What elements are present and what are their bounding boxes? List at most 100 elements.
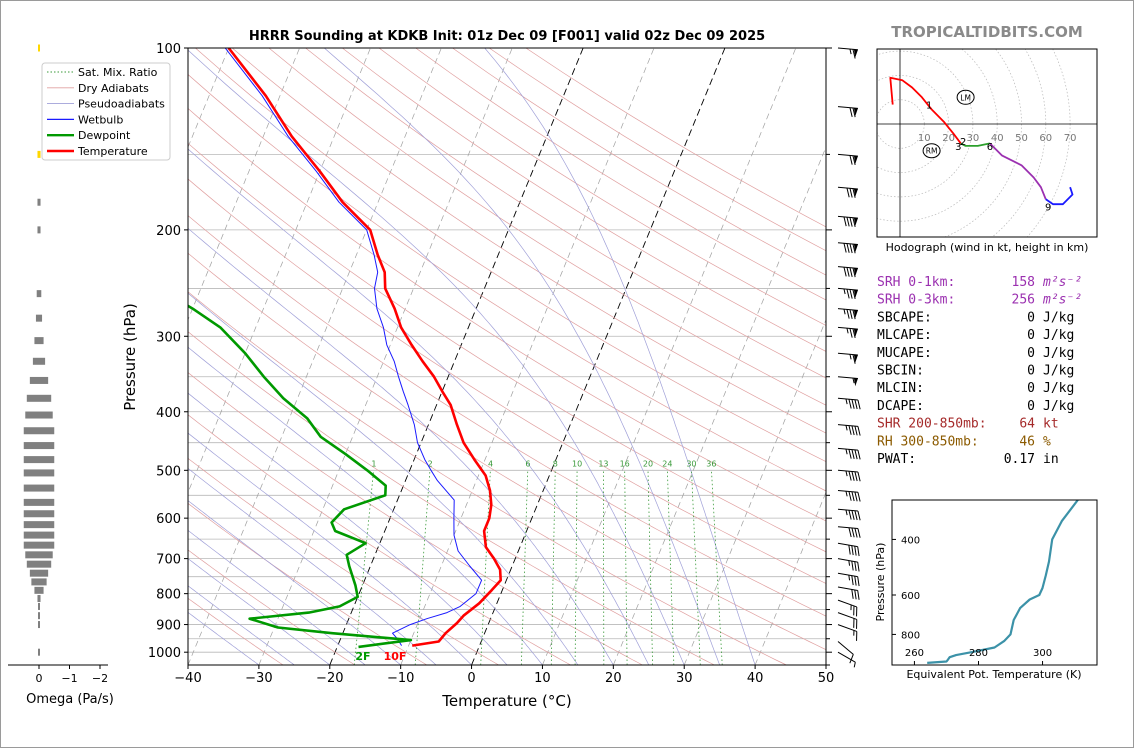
- isotherm-line: [683, 318, 826, 665]
- surface-labels: 2F 10F: [355, 650, 406, 663]
- x-tick-label: −30: [245, 671, 272, 686]
- x-tick-label: 30: [676, 671, 693, 686]
- barb-full: [849, 217, 853, 227]
- omega-tick-label: −1: [61, 672, 77, 685]
- mixing-ratio-label: 20: [643, 460, 653, 469]
- y-tick-label: 900: [156, 619, 181, 634]
- barb-half: [853, 662, 856, 668]
- barb-staff: [837, 624, 857, 632]
- barb-staff: [837, 242, 858, 245]
- hodograph-motion-label: LM: [960, 93, 971, 102]
- barb-half: [849, 354, 852, 360]
- omega-bar: [38, 612, 40, 620]
- barb-staff: [837, 47, 858, 51]
- wind-barb: [837, 397, 861, 410]
- barb-staff: [837, 641, 854, 655]
- dry-adiabat-line: [489, 48, 826, 252]
- dry-adiabat-line: [188, 597, 284, 665]
- omega-bar: [23, 427, 55, 435]
- barb-staff: [837, 558, 858, 563]
- pseudoadiabat-line: [188, 529, 366, 665]
- omega-bar: [29, 376, 49, 384]
- index-label: SBCAPE:: [877, 310, 932, 325]
- mixing-ratio-line: [711, 470, 723, 665]
- index-value: 64: [1019, 417, 1035, 432]
- pseudoadiabat-line: [324, 48, 721, 665]
- omega-bar: [23, 521, 55, 529]
- hodograph-height-label: 6: [987, 142, 993, 153]
- dry-adiabat-line: [188, 457, 499, 665]
- dry-adiabat-line: [195, 48, 826, 463]
- barb-staff: [837, 153, 858, 157]
- wind-barb: [837, 651, 856, 668]
- omega-bar: [38, 621, 40, 629]
- index-value: 256: [1012, 293, 1035, 308]
- wind-barb: [837, 287, 858, 300]
- indices-table: SRH 0-1km: 158 m²s⁻² SRH 0-3km: 256 m²s⁻² SBCA…: [877, 275, 1082, 467]
- x-tick-label: −10: [387, 671, 414, 686]
- barb-full: [849, 328, 853, 338]
- barb-full: [852, 49, 856, 59]
- mixing-ratio-label: 1: [371, 460, 376, 469]
- index-label: MLCIN:: [877, 381, 924, 396]
- barb-full: [852, 309, 856, 320]
- index-unit: %: [1043, 434, 1051, 449]
- wind-barb: [837, 542, 860, 557]
- omega-bar: [23, 442, 55, 450]
- barb-full: [853, 618, 855, 628]
- mixing-ratio-label: 6: [525, 460, 530, 469]
- barb-staff: [837, 447, 858, 451]
- dry-adiabat-line: [188, 291, 787, 665]
- wind-barb: [837, 447, 861, 460]
- isotherm-line: [188, 48, 371, 494]
- barb-full: [851, 589, 854, 599]
- x-tick-label: 0: [467, 671, 475, 686]
- mixing-ratio-label: 30: [686, 460, 696, 469]
- mixing-ratio-line: [480, 470, 491, 665]
- omega-bar: [26, 394, 52, 402]
- barb-half: [845, 509, 848, 516]
- barb-full: [848, 510, 852, 520]
- dry-adiabat-line: [231, 48, 826, 434]
- mixing-ratio-line: [353, 470, 375, 665]
- dry-adiabat-line: [188, 252, 826, 651]
- barb-full: [854, 449, 858, 460]
- barb-full: [854, 471, 858, 482]
- surface-temperature-label: 10F: [384, 650, 407, 663]
- hodograph-ring-label: 70: [1064, 133, 1077, 144]
- dry-adiabat-line: [188, 549, 356, 665]
- wind-barb: [837, 376, 858, 387]
- barb-full: [843, 216, 847, 227]
- theta-e-frame: [891, 499, 1098, 666]
- hodograph-caption: Hodograph (wind in kt, height in km): [886, 241, 1089, 254]
- index-unit: m²s⁻²: [1042, 275, 1082, 290]
- hodograph-segment: [1045, 186, 1074, 206]
- pseudoadiabat-line: [188, 432, 472, 665]
- skewt-traces: [188, 48, 502, 649]
- barb-flag: [853, 378, 858, 387]
- omega-bar: [23, 498, 55, 506]
- barb-full: [857, 492, 861, 502]
- mixing-ratio-line: [691, 470, 701, 665]
- theta-e-y-tick-label: 400: [901, 535, 920, 546]
- barb-staff: [837, 490, 858, 493]
- hodograph-motion-marker: [922, 143, 941, 159]
- barb-full: [851, 575, 854, 586]
- theta-e-y-tick-label: 600: [901, 591, 920, 602]
- x-tick-label: 50: [818, 671, 835, 686]
- isotherm-line: [258, 48, 513, 665]
- barb-full: [854, 399, 858, 410]
- theta-e-plot: [927, 500, 1079, 664]
- wind-barb: [837, 572, 860, 587]
- barb-full: [849, 188, 853, 198]
- index-label: SRH 0-3km:: [877, 293, 955, 308]
- y-tick-label: 200: [156, 224, 181, 239]
- barb-full: [851, 491, 855, 502]
- barb-full: [849, 309, 853, 319]
- index-value: 0: [1027, 346, 1035, 361]
- barb-full: [846, 309, 850, 319]
- barb-half: [848, 575, 851, 581]
- barb-full: [849, 654, 854, 664]
- barb-half: [845, 491, 848, 497]
- pseudoadiabat-line: [188, 392, 508, 665]
